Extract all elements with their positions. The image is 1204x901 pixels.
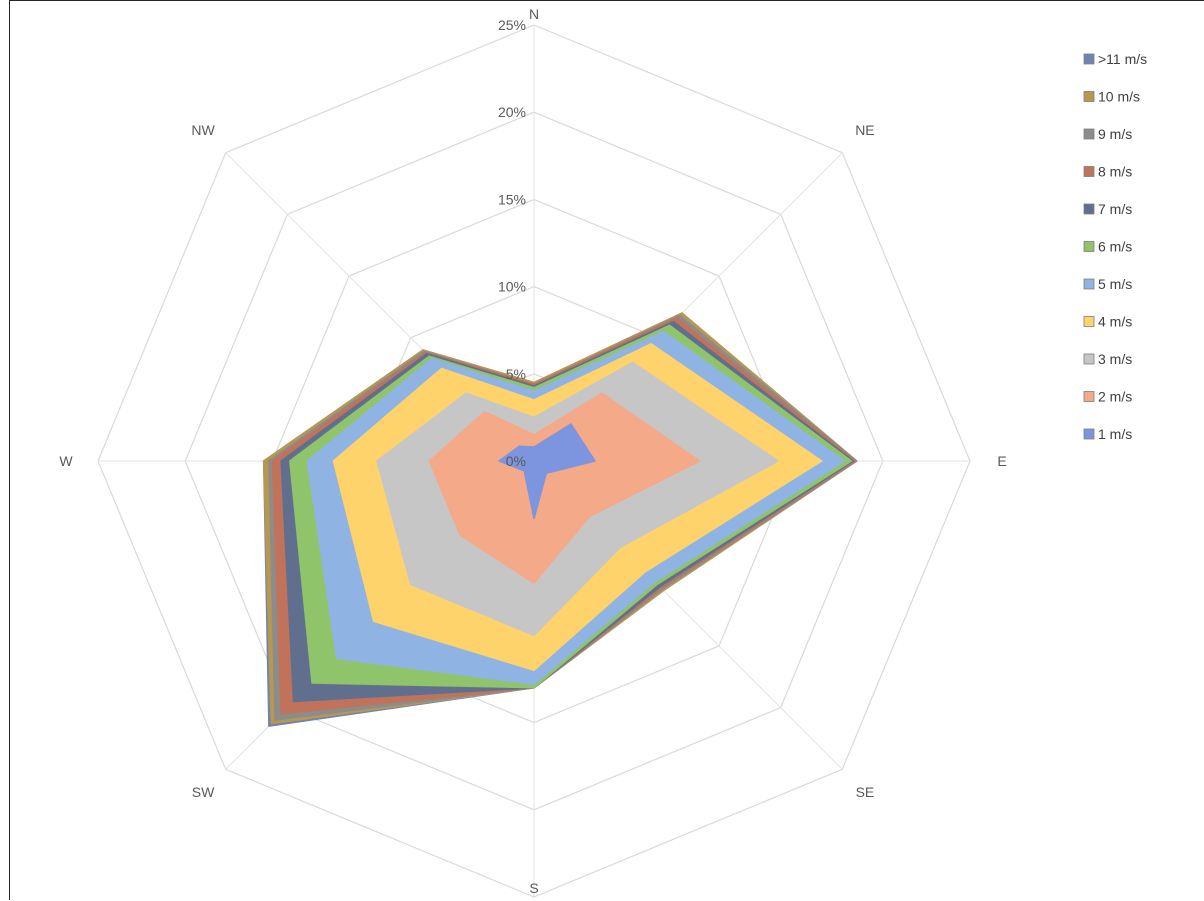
- legend-swatch: [1083, 278, 1095, 290]
- legend-swatch: [1083, 428, 1095, 440]
- legend-label: 10 m/s: [1098, 89, 1140, 105]
- series-layer: [262, 312, 858, 727]
- tick-label: 10%: [498, 279, 526, 295]
- legend-swatch: [1083, 203, 1095, 215]
- radar-chart: 0% 5% 10% 15% 20% 25% N NE E SE S SW W NW >11 m/s 10 …: [59, 6, 1147, 898]
- legend-label: 9 m/s: [1098, 126, 1132, 142]
- legend-swatch: [1083, 353, 1095, 365]
- legend-label: >11 m/s: [1098, 51, 1147, 67]
- legend-label: 6 m/s: [1098, 239, 1132, 255]
- tick-label: 0%: [506, 453, 526, 469]
- legend-label: 8 m/s: [1098, 164, 1132, 180]
- tick-label: 5%: [506, 366, 526, 382]
- category-labels: N NE E SE S SW W NW: [59, 6, 1006, 896]
- tick-label: 15%: [498, 191, 526, 207]
- series-area-9: [428, 392, 701, 584]
- legend-label: 2 m/s: [1098, 389, 1132, 405]
- legend-swatch: [1083, 166, 1095, 177]
- legend-swatch: [1083, 391, 1095, 402]
- category-label: SE: [856, 784, 875, 800]
- legend-label: 1 m/s: [1098, 426, 1132, 442]
- legend-swatch: [1083, 241, 1095, 252]
- tick-label: 25%: [498, 17, 526, 33]
- category-label: W: [59, 453, 73, 469]
- legend-label: 5 m/s: [1098, 276, 1132, 292]
- category-label: NW: [191, 122, 215, 138]
- legend-swatch: [1083, 316, 1095, 327]
- tick-label: 20%: [498, 104, 526, 120]
- chart-area: 0% 5% 10% 15% 20% 25% N NE E SE S SW W NW >11 m/s 10 …: [9, 0, 1204, 900]
- radial-tick-labels: 0% 5% 10% 15% 20% 25%: [498, 17, 526, 469]
- series-area-10: [498, 423, 596, 520]
- legend-label: 3 m/s: [1098, 351, 1132, 367]
- category-label: NE: [855, 122, 874, 138]
- legend-swatch: [1083, 128, 1095, 140]
- legend-label: 4 m/s: [1098, 314, 1132, 330]
- legend-swatch: [1083, 53, 1095, 65]
- legend: >11 m/s 10 m/s 9 m/s 8 m/s 7 m/s 6 m/s 5 m/s 4 …: [1083, 51, 1147, 442]
- category-label: E: [997, 453, 1006, 469]
- category-label: N: [529, 6, 539, 22]
- category-label: S: [529, 880, 538, 896]
- legend-swatch: [1083, 91, 1095, 102]
- category-label: SW: [192, 784, 215, 800]
- legend-label: 7 m/s: [1098, 201, 1132, 217]
